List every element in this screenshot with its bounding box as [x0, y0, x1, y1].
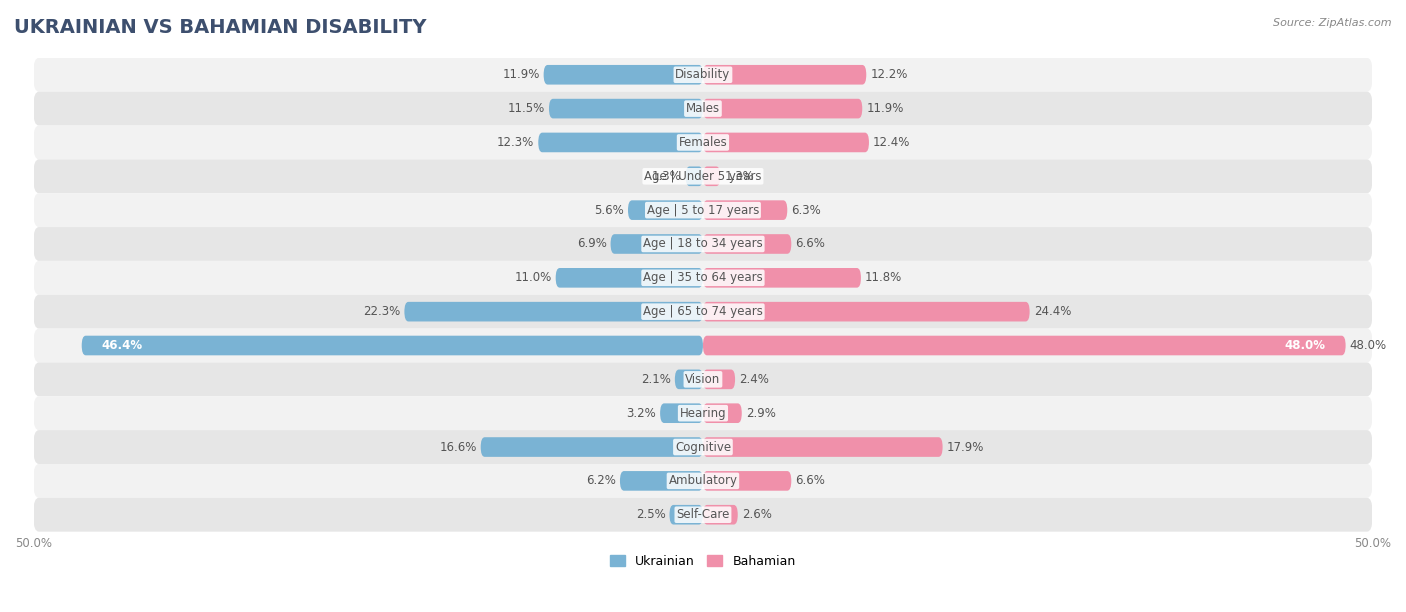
- Text: Age | 18 to 34 years: Age | 18 to 34 years: [643, 237, 763, 250]
- FancyBboxPatch shape: [34, 125, 1372, 159]
- Text: Males: Males: [686, 102, 720, 115]
- FancyBboxPatch shape: [669, 505, 703, 524]
- Text: 6.3%: 6.3%: [792, 204, 821, 217]
- Text: 6.9%: 6.9%: [576, 237, 606, 250]
- FancyBboxPatch shape: [703, 336, 1346, 356]
- Text: 6.6%: 6.6%: [796, 474, 825, 487]
- FancyBboxPatch shape: [686, 166, 703, 186]
- Text: 11.5%: 11.5%: [508, 102, 546, 115]
- FancyBboxPatch shape: [34, 58, 1372, 92]
- FancyBboxPatch shape: [34, 261, 1372, 295]
- FancyBboxPatch shape: [703, 133, 869, 152]
- Text: 1.3%: 1.3%: [652, 170, 682, 183]
- FancyBboxPatch shape: [620, 471, 703, 491]
- FancyBboxPatch shape: [703, 65, 866, 84]
- Text: 2.6%: 2.6%: [742, 508, 772, 521]
- Text: Self-Care: Self-Care: [676, 508, 730, 521]
- FancyBboxPatch shape: [548, 99, 703, 118]
- FancyBboxPatch shape: [703, 268, 860, 288]
- FancyBboxPatch shape: [34, 92, 1372, 125]
- FancyBboxPatch shape: [703, 166, 720, 186]
- Text: 17.9%: 17.9%: [946, 441, 984, 453]
- Text: 48.0%: 48.0%: [1285, 339, 1326, 352]
- FancyBboxPatch shape: [703, 370, 735, 389]
- Text: Age | Under 5 years: Age | Under 5 years: [644, 170, 762, 183]
- Text: Ambulatory: Ambulatory: [668, 474, 738, 487]
- Text: 16.6%: 16.6%: [439, 441, 477, 453]
- FancyBboxPatch shape: [703, 471, 792, 491]
- Text: 5.6%: 5.6%: [595, 204, 624, 217]
- FancyBboxPatch shape: [34, 430, 1372, 464]
- Text: Vision: Vision: [685, 373, 720, 386]
- FancyBboxPatch shape: [34, 159, 1372, 193]
- FancyBboxPatch shape: [34, 193, 1372, 227]
- FancyBboxPatch shape: [34, 464, 1372, 498]
- Text: Females: Females: [679, 136, 727, 149]
- Text: 2.1%: 2.1%: [641, 373, 671, 386]
- FancyBboxPatch shape: [703, 505, 738, 524]
- FancyBboxPatch shape: [703, 403, 742, 423]
- Text: Cognitive: Cognitive: [675, 441, 731, 453]
- Text: 11.8%: 11.8%: [865, 271, 903, 285]
- FancyBboxPatch shape: [703, 99, 862, 118]
- Text: Age | 35 to 64 years: Age | 35 to 64 years: [643, 271, 763, 285]
- FancyBboxPatch shape: [628, 200, 703, 220]
- FancyBboxPatch shape: [34, 498, 1372, 532]
- Text: 2.4%: 2.4%: [740, 373, 769, 386]
- FancyBboxPatch shape: [675, 370, 703, 389]
- Text: 48.0%: 48.0%: [1350, 339, 1386, 352]
- Text: 6.6%: 6.6%: [796, 237, 825, 250]
- Text: Hearing: Hearing: [679, 407, 727, 420]
- FancyBboxPatch shape: [481, 437, 703, 457]
- Text: 1.3%: 1.3%: [724, 170, 754, 183]
- Text: 2.5%: 2.5%: [636, 508, 665, 521]
- Text: 2.9%: 2.9%: [745, 407, 776, 420]
- Text: 11.9%: 11.9%: [866, 102, 904, 115]
- FancyBboxPatch shape: [538, 133, 703, 152]
- Text: 22.3%: 22.3%: [363, 305, 401, 318]
- FancyBboxPatch shape: [703, 437, 942, 457]
- Text: 12.2%: 12.2%: [870, 69, 908, 81]
- FancyBboxPatch shape: [34, 329, 1372, 362]
- Text: 12.4%: 12.4%: [873, 136, 910, 149]
- FancyBboxPatch shape: [703, 234, 792, 254]
- Text: UKRAINIAN VS BAHAMIAN DISABILITY: UKRAINIAN VS BAHAMIAN DISABILITY: [14, 18, 426, 37]
- FancyBboxPatch shape: [82, 336, 703, 356]
- Text: Disability: Disability: [675, 69, 731, 81]
- Text: 6.2%: 6.2%: [586, 474, 616, 487]
- Text: 11.0%: 11.0%: [515, 271, 551, 285]
- FancyBboxPatch shape: [703, 302, 1029, 321]
- Text: 11.9%: 11.9%: [502, 69, 540, 81]
- Legend: Ukrainian, Bahamian: Ukrainian, Bahamian: [605, 550, 800, 573]
- Text: Age | 65 to 74 years: Age | 65 to 74 years: [643, 305, 763, 318]
- Text: 24.4%: 24.4%: [1033, 305, 1071, 318]
- Text: 46.4%: 46.4%: [101, 339, 143, 352]
- FancyBboxPatch shape: [610, 234, 703, 254]
- FancyBboxPatch shape: [544, 65, 703, 84]
- Text: Source: ZipAtlas.com: Source: ZipAtlas.com: [1274, 18, 1392, 28]
- FancyBboxPatch shape: [34, 227, 1372, 261]
- FancyBboxPatch shape: [555, 268, 703, 288]
- FancyBboxPatch shape: [34, 397, 1372, 430]
- FancyBboxPatch shape: [703, 200, 787, 220]
- FancyBboxPatch shape: [405, 302, 703, 321]
- FancyBboxPatch shape: [659, 403, 703, 423]
- Text: 12.3%: 12.3%: [496, 136, 534, 149]
- FancyBboxPatch shape: [34, 295, 1372, 329]
- Text: Age | 5 to 17 years: Age | 5 to 17 years: [647, 204, 759, 217]
- Text: 3.2%: 3.2%: [626, 407, 657, 420]
- FancyBboxPatch shape: [34, 362, 1372, 397]
